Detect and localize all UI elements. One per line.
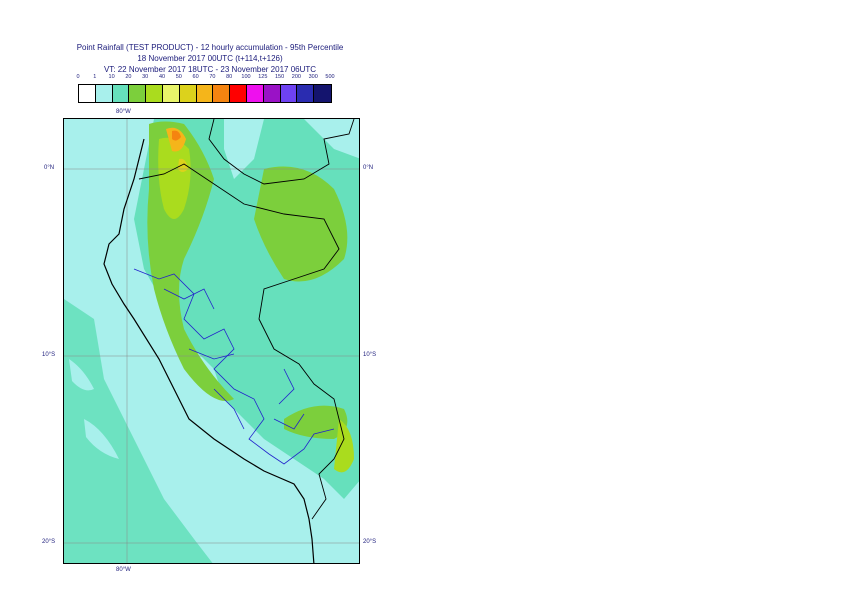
- heavy-rain-patch-south: [284, 405, 348, 439]
- inland-light-patch-2: [304, 119, 359, 159]
- lon-label-top: 80°W: [116, 109, 131, 115]
- legend-color-box: [129, 85, 147, 102]
- lat-label-10s-right: 10°S: [363, 352, 377, 358]
- secondary-maximum: [178, 158, 188, 172]
- andes-rain-core: [158, 137, 191, 219]
- legend-color-box: [314, 85, 331, 102]
- lat-label-10s-left: 10°S: [42, 352, 56, 358]
- legend-level-label: 100: [241, 74, 251, 80]
- legend-level-label: 125: [258, 74, 268, 80]
- offshore-clear-patch: [69, 359, 94, 391]
- color-legend: [78, 84, 332, 103]
- legend-color-box: [297, 85, 315, 102]
- lat-label-20s-left: 20°S: [42, 539, 56, 545]
- legend-level-label: 60: [192, 74, 199, 80]
- lat-label-0-right: 0°N: [363, 165, 374, 171]
- legend-level-label: 80: [226, 74, 233, 80]
- legend-level-label: 150: [275, 74, 285, 80]
- lat-label-20s-right: 20°S: [363, 539, 377, 545]
- legend-color-box: [162, 85, 180, 102]
- regional-borders: [133, 268, 335, 465]
- legend-color-box: [263, 85, 281, 102]
- legend-level-label: 70: [209, 74, 216, 80]
- map-canvas: [64, 119, 359, 563]
- rain-maximum-center: [172, 130, 181, 141]
- legend-color-box: [79, 85, 96, 102]
- legend-color-box: [112, 85, 130, 102]
- legend-level-label: 1: [93, 74, 97, 80]
- offshore-clear-patch-2: [84, 419, 119, 459]
- offshore-rain-area: [64, 299, 213, 563]
- lat-label-0-left: 0°N: [44, 165, 55, 171]
- legend-color-box: [246, 85, 264, 102]
- legend-level-label: 500: [325, 74, 335, 80]
- legend-color-box: [280, 85, 298, 102]
- legend-level-label: 30: [142, 74, 149, 80]
- national-border: [138, 163, 345, 520]
- legend-color-box: [213, 85, 231, 102]
- heavy-rain-patch-east: [334, 419, 354, 473]
- coastline: [103, 138, 315, 563]
- legend-color-box: [95, 85, 113, 102]
- lon-label-bottom: 80°W: [116, 567, 131, 573]
- legend-level-label: 0: [76, 74, 80, 80]
- regional-borders-inner: [163, 288, 305, 430]
- legend-color-box: [230, 85, 247, 102]
- legend-level-label: 300: [308, 74, 318, 80]
- legend-color-box: [179, 85, 197, 102]
- rainfall-map: [63, 118, 360, 564]
- legend-level-label: 50: [175, 74, 182, 80]
- legend-level-label: 10: [108, 74, 115, 80]
- legend-level-label: 200: [291, 74, 301, 80]
- chart-subtitle-validity: VT: 22 November 2017 18UTC - 23 November…: [103, 65, 317, 74]
- chart-subtitle-run: 18 November 2017 00UTC (t+114,t+126): [137, 54, 283, 63]
- legend-color-box: [146, 85, 163, 102]
- heavy-rain-patch-north: [254, 166, 348, 282]
- legend-color-box: [196, 85, 214, 102]
- northern-border: [208, 119, 355, 185]
- legend-level-label: 40: [158, 74, 166, 80]
- inland-light-patch: [224, 119, 264, 179]
- legend-level-label: 20: [125, 74, 132, 80]
- chart-title: Point Rainfall (TEST PRODUCT) - 12 hourl…: [76, 43, 344, 52]
